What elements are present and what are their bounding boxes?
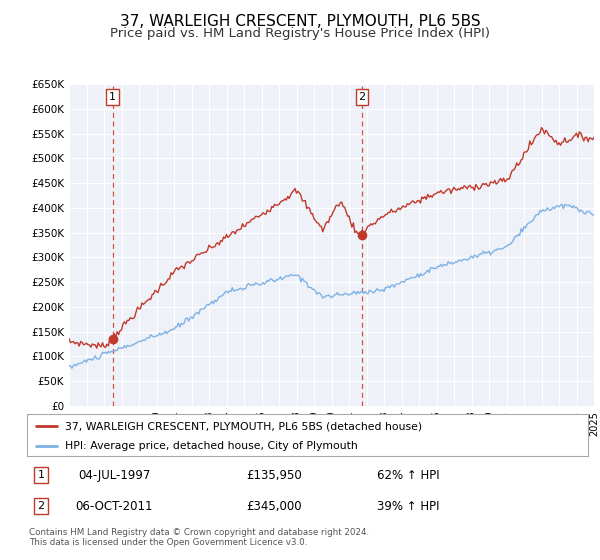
Text: Contains HM Land Registry data © Crown copyright and database right 2024.: Contains HM Land Registry data © Crown c… xyxy=(29,528,369,536)
Text: This data is licensed under the Open Government Licence v3.0.: This data is licensed under the Open Gov… xyxy=(29,538,307,547)
Text: 1: 1 xyxy=(109,92,116,102)
Text: 2: 2 xyxy=(359,92,365,102)
Text: Price paid vs. HM Land Registry's House Price Index (HPI): Price paid vs. HM Land Registry's House … xyxy=(110,27,490,40)
Text: £135,950: £135,950 xyxy=(246,469,302,482)
Text: 37, WARLEIGH CRESCENT, PLYMOUTH, PL6 5BS (detached house): 37, WARLEIGH CRESCENT, PLYMOUTH, PL6 5BS… xyxy=(65,421,422,431)
Text: 37, WARLEIGH CRESCENT, PLYMOUTH, PL6 5BS: 37, WARLEIGH CRESCENT, PLYMOUTH, PL6 5BS xyxy=(119,14,481,29)
Text: 2: 2 xyxy=(37,501,44,511)
Text: 39% ↑ HPI: 39% ↑ HPI xyxy=(377,500,440,513)
Text: 62% ↑ HPI: 62% ↑ HPI xyxy=(377,469,440,482)
Text: 1: 1 xyxy=(38,470,44,480)
Text: £345,000: £345,000 xyxy=(246,500,302,513)
Text: HPI: Average price, detached house, City of Plymouth: HPI: Average price, detached house, City… xyxy=(65,441,358,451)
Text: 06-OCT-2011: 06-OCT-2011 xyxy=(75,500,153,513)
Text: 04-JUL-1997: 04-JUL-1997 xyxy=(78,469,150,482)
